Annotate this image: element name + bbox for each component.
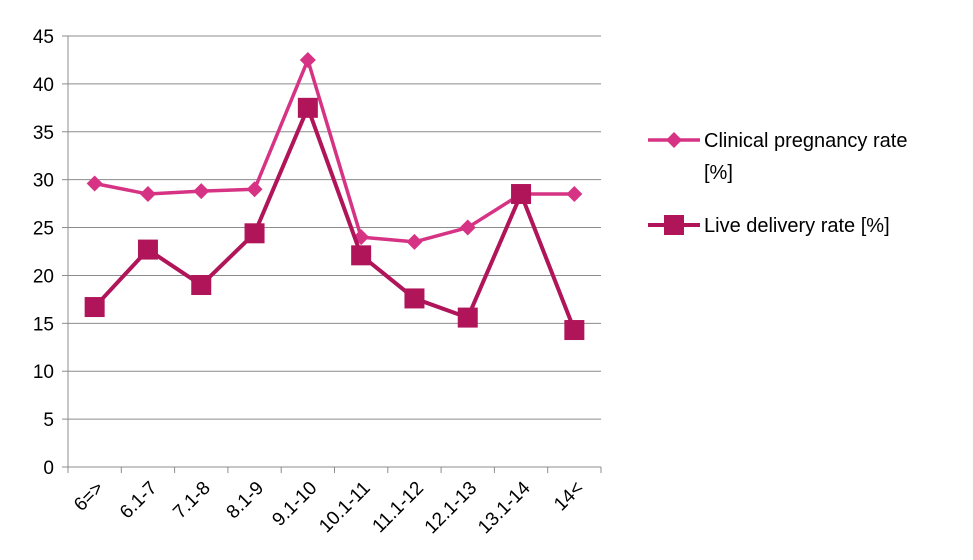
y-tick-label: 10 bbox=[33, 362, 54, 383]
y-tick-label: 35 bbox=[33, 123, 54, 144]
series-line bbox=[94, 58, 575, 244]
x-tick-label: 6.1-7 bbox=[116, 478, 161, 523]
x-tick-label: 10.1-11 bbox=[315, 478, 374, 537]
y-tick-label: 25 bbox=[33, 219, 54, 240]
gridlines bbox=[68, 35, 601, 420]
series-line bbox=[93, 105, 577, 331]
data-point bbox=[351, 245, 372, 266]
legend-label: Live delivery rate [%] bbox=[704, 215, 890, 237]
legend-marker bbox=[666, 132, 682, 148]
x-axis-ticks: 6=> 6.1-7 7.1-8 8.1-9 9.1-1010.1-1111.1-1212… bbox=[67, 467, 602, 538]
series-2 bbox=[84, 97, 585, 341]
data-point bbox=[191, 275, 212, 296]
x-tick-label: 8.1-9 bbox=[223, 478, 268, 523]
y-axis-ticks: 0 5 10 15 20 25 30 35 40 45 bbox=[33, 27, 68, 479]
legend-label: Clinical pregnancy rate bbox=[704, 130, 907, 152]
data-point bbox=[246, 181, 263, 198]
data-point bbox=[299, 51, 316, 68]
data-point bbox=[137, 239, 158, 260]
y-tick-label: 15 bbox=[33, 314, 54, 335]
legend-item-2: Live delivery rate [%] bbox=[648, 215, 890, 237]
series-group bbox=[84, 51, 585, 341]
data-point bbox=[244, 223, 265, 244]
y-tick-label: 45 bbox=[33, 27, 54, 48]
x-tick-label: 11.1-12 bbox=[369, 478, 428, 537]
data-point bbox=[193, 183, 210, 200]
data-point bbox=[404, 288, 425, 309]
x-tick-label: 7.1-8 bbox=[169, 478, 214, 523]
y-tick-label: 0 bbox=[43, 458, 54, 479]
y-tick-label: 30 bbox=[33, 171, 54, 192]
data-point bbox=[564, 320, 585, 341]
legend-marker bbox=[664, 215, 684, 235]
data-point bbox=[297, 97, 318, 118]
data-point bbox=[86, 175, 103, 192]
y-tick-label: 20 bbox=[33, 266, 54, 287]
x-tick-label: 13.1-14 bbox=[474, 477, 535, 538]
data-point bbox=[84, 297, 105, 318]
data-point bbox=[406, 233, 423, 250]
legend-item-1: Clinical pregnancy rate [%] bbox=[648, 130, 907, 184]
data-point bbox=[566, 186, 583, 203]
y-tick-label: 40 bbox=[33, 75, 54, 96]
data-point bbox=[459, 219, 476, 236]
x-tick-label: 12.1-13 bbox=[421, 478, 481, 538]
x-tick-label: 14< bbox=[550, 478, 588, 516]
legend-label: [%] bbox=[704, 162, 733, 184]
y-tick-label: 5 bbox=[43, 410, 54, 431]
legend: Clinical pregnancy rate [%] Live delivery … bbox=[648, 130, 907, 237]
data-point bbox=[457, 307, 478, 328]
data-point bbox=[511, 184, 532, 205]
x-tick-label: 9.1-10 bbox=[268, 478, 321, 531]
x-tick-label: 6=> bbox=[70, 478, 108, 516]
data-point bbox=[139, 186, 156, 203]
